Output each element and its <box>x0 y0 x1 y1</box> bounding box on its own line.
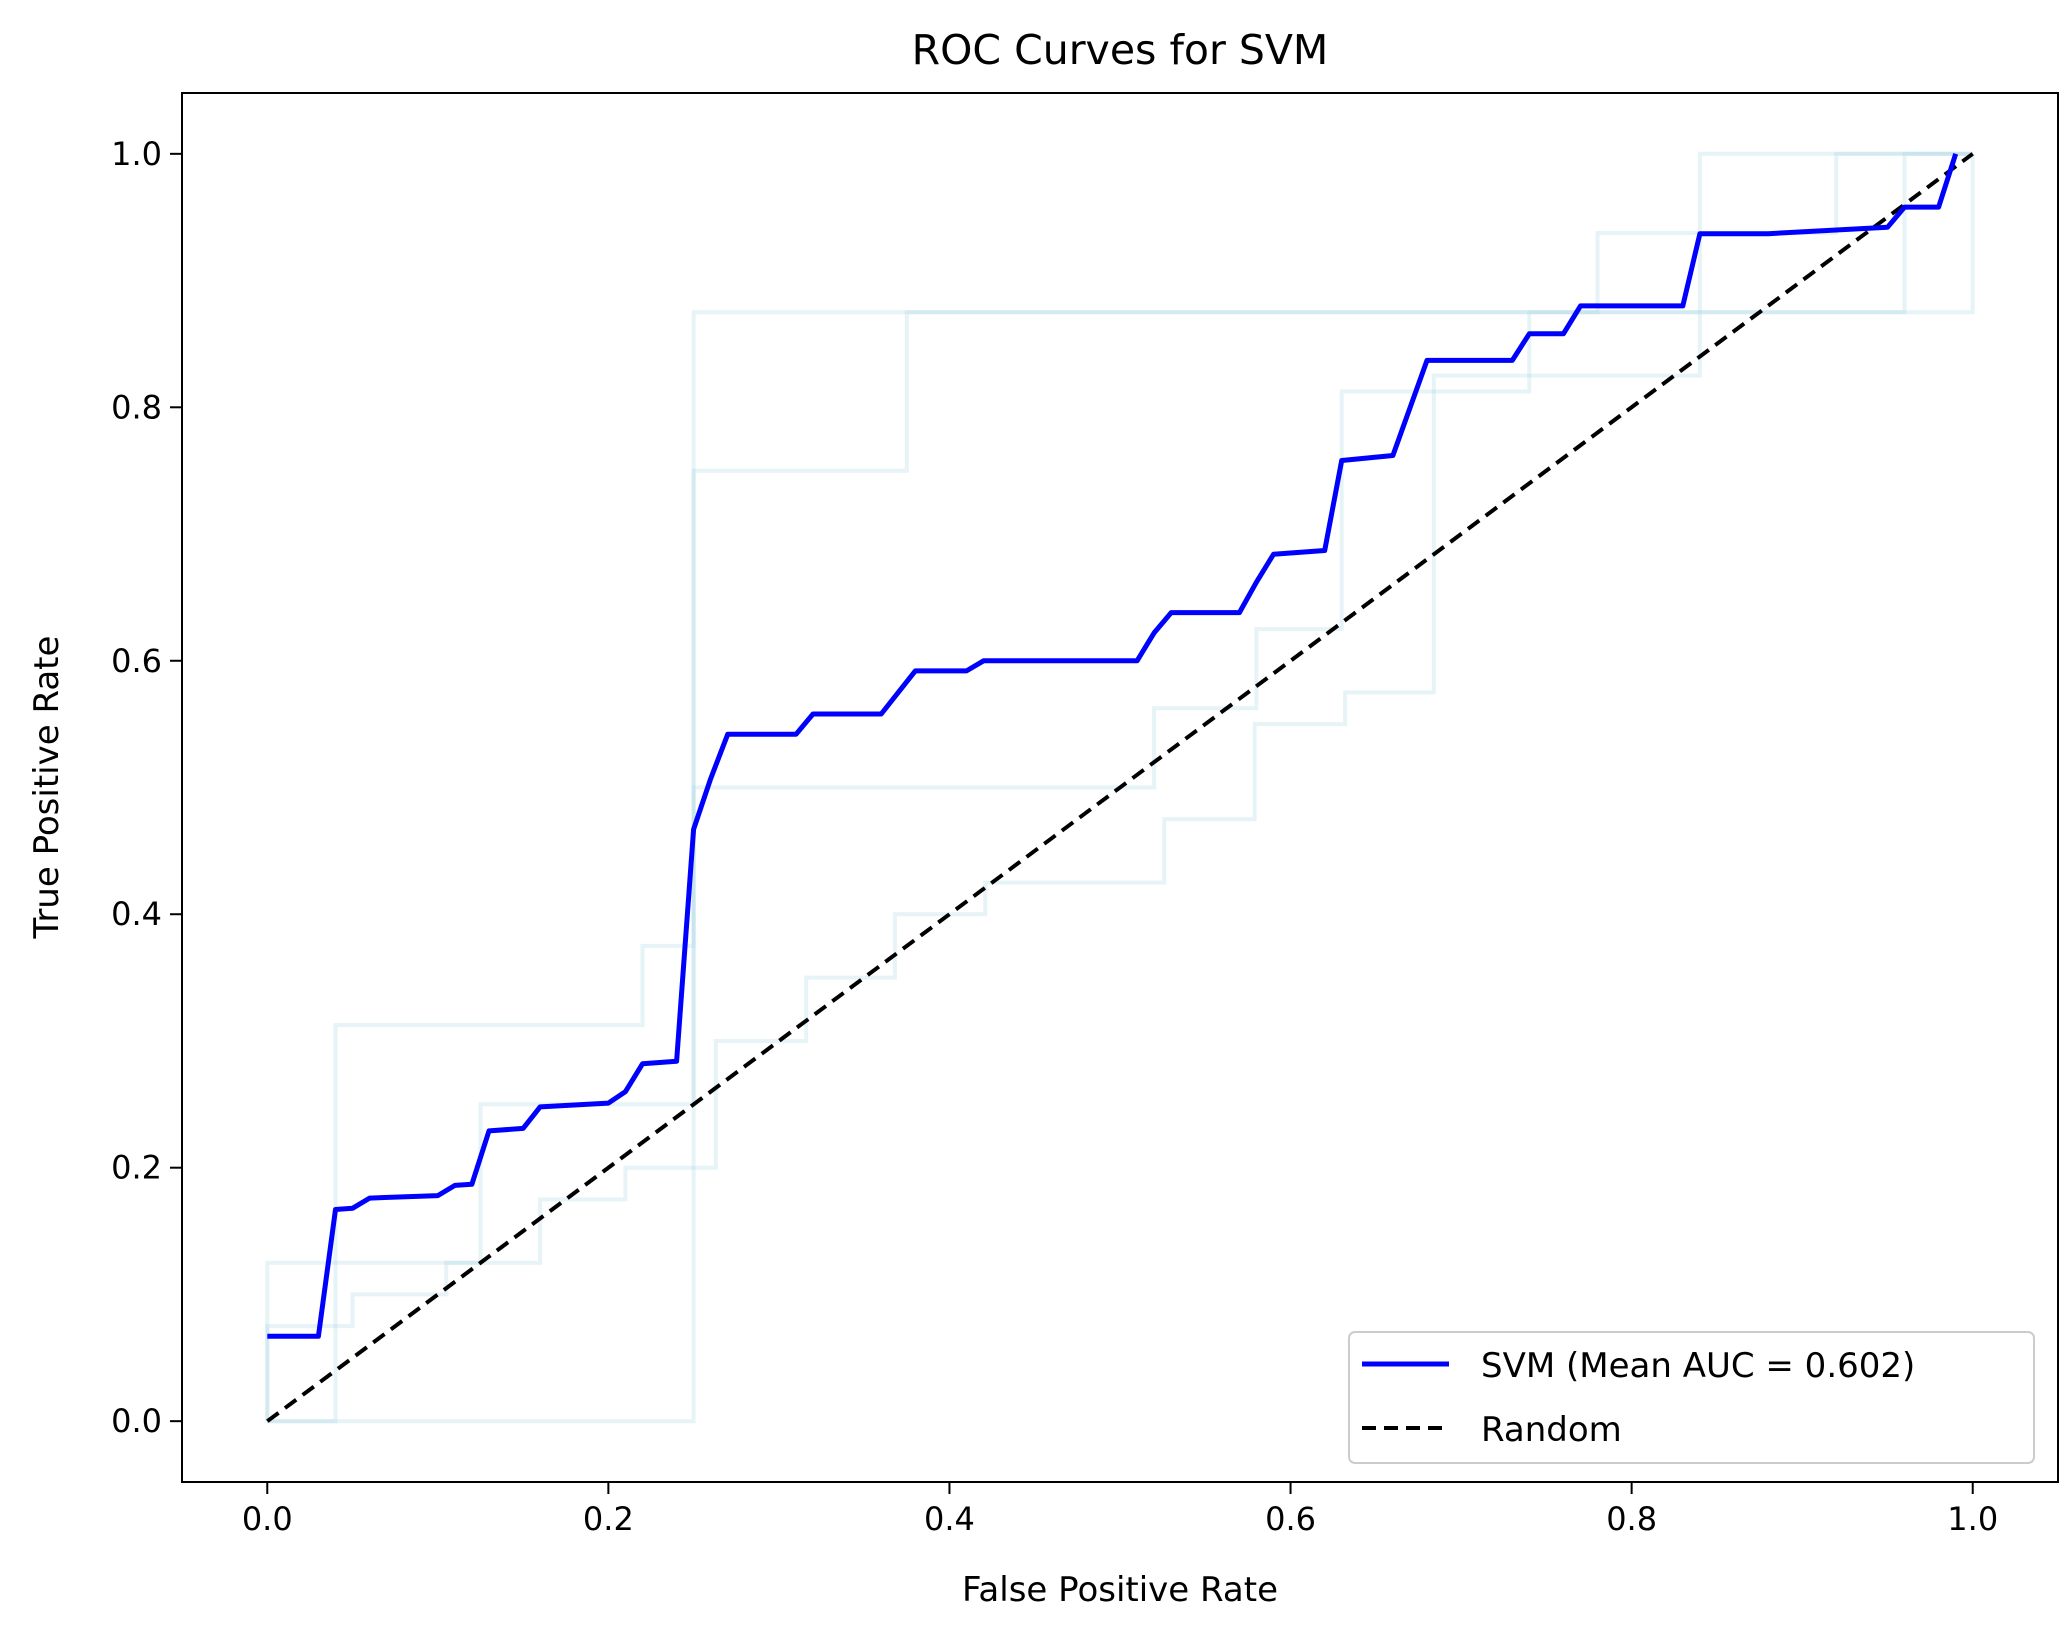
y-axis-ticks: 0.0 0.2 0.4 0.6 0.8 1.0 <box>111 135 182 1440</box>
x-tick-label: 0.0 <box>242 1500 293 1538</box>
x-tick-label: 0.6 <box>1265 1500 1316 1538</box>
fold-curve-3 <box>265 151 1973 1422</box>
y-tick-label: 0.0 <box>111 1402 162 1440</box>
x-tick-label: 1.0 <box>1947 1500 1998 1538</box>
x-tick-label: 0.8 <box>1606 1500 1657 1538</box>
legend-label-svm: SVM (Mean AUC = 0.602) <box>1481 1346 1915 1386</box>
plot-frame <box>181 92 2059 1483</box>
y-tick-label: 0.2 <box>111 1149 162 1187</box>
y-tick-label: 0.8 <box>111 388 162 426</box>
x-axis-label: False Positive Rate <box>962 1570 1278 1610</box>
x-axis-ticks: 0.0 0.2 0.4 0.6 0.8 1.0 <box>242 1482 1998 1538</box>
legend-box <box>1348 1331 2035 1464</box>
legend-label-random: Random <box>1481 1410 1622 1450</box>
svm-line <box>267 153 1959 1339</box>
y-tick-label: 0.6 <box>111 642 162 680</box>
fold-curve-2 <box>267 153 1975 1424</box>
y-axis-label: True Positive Rate <box>27 636 67 940</box>
x-tick-label: 0.4 <box>924 1500 975 1538</box>
fold-curves <box>265 151 1975 1424</box>
chart-title: ROC Curves for SVM <box>912 26 1329 74</box>
series-lines <box>266 152 1974 1423</box>
random-line <box>266 152 1974 1423</box>
x-tick-label: 0.2 <box>583 1500 634 1538</box>
legend: SVM (Mean AUC = 0.602) Random <box>1348 1331 2035 1464</box>
y-tick-label: 1.0 <box>111 135 162 173</box>
y-tick-label: 0.4 <box>111 895 162 933</box>
